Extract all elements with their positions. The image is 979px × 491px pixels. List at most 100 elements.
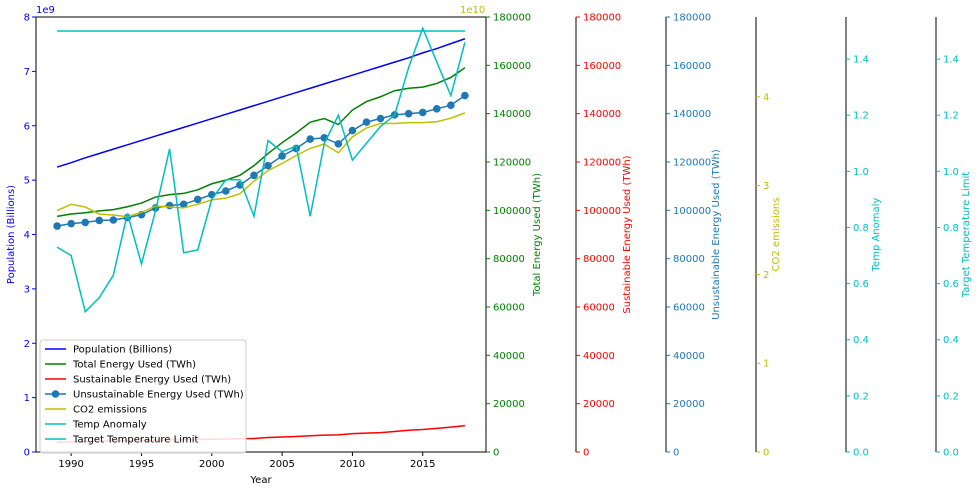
y-tick-label-co2: 2 bbox=[763, 270, 769, 281]
legend-box bbox=[39, 339, 247, 454]
y-tick-label-unsust: 100000 bbox=[673, 206, 711, 217]
y-tick-label-total: 40000 bbox=[493, 351, 525, 362]
x-axis-label: Year bbox=[249, 475, 272, 486]
data-point-unsust-1992 bbox=[95, 216, 104, 225]
legend-entry-limit: Target Temperature Limit bbox=[72, 435, 199, 446]
y-tick-label-limit: 1.0 bbox=[943, 167, 959, 178]
y-axis-label-limit: Target Temperature Limit bbox=[961, 172, 972, 299]
data-point-unsust-2012 bbox=[376, 114, 385, 123]
y-tick-label-temp: 1.4 bbox=[853, 55, 869, 66]
data-point-unsust-2010 bbox=[348, 126, 357, 135]
legend-entry-co2: CO2 emissions bbox=[73, 405, 147, 416]
legend-entry-pop: Population (Billions) bbox=[73, 345, 172, 356]
data-point-unsust-1999 bbox=[193, 195, 202, 204]
y-tick-label-limit: 0.6 bbox=[943, 279, 959, 290]
y-tick-label-total: 80000 bbox=[493, 254, 525, 265]
y-offset-text-pop: 1e9 bbox=[36, 5, 55, 16]
x-tick-label: 2000 bbox=[199, 459, 224, 470]
y-tick-label-unsust: 20000 bbox=[673, 399, 705, 410]
y-tick-label-total: 180000 bbox=[493, 13, 531, 24]
series-line-pop bbox=[56, 38, 466, 168]
y-axis-label-pop: Population (Billions) bbox=[6, 185, 17, 284]
series-line-temp bbox=[56, 26, 466, 314]
x-tick-label: 2005 bbox=[269, 459, 294, 470]
data-point-unsust-2005 bbox=[278, 152, 286, 160]
y-tick-label-limit: 0.8 bbox=[943, 223, 959, 234]
y-tick-label-temp: 0.2 bbox=[853, 391, 869, 402]
y-tick-label-unsust: 40000 bbox=[673, 351, 705, 362]
y-offset-text-co2: 1e10 bbox=[460, 5, 485, 16]
x-tick-label: 2010 bbox=[340, 459, 365, 470]
y-axis-label-sust: Sustainable Energy Used (TWh) bbox=[622, 155, 633, 313]
y-tick-label-limit: 0.4 bbox=[943, 335, 959, 346]
x-tick-label: 2015 bbox=[410, 459, 435, 470]
y-tick-label-temp: 0.8 bbox=[853, 223, 869, 234]
x-tick-label: 1995 bbox=[129, 459, 154, 470]
y-tick-label-limit: 0.0 bbox=[943, 448, 959, 459]
legend: Population (Billions) Total Energy Used (… bbox=[39, 339, 247, 454]
y-tick-label-limit: 0.2 bbox=[943, 391, 959, 402]
y-tick-label-sust: 20000 bbox=[583, 399, 615, 410]
legend-entry-total: Total Energy Used (TWh) bbox=[72, 360, 196, 371]
y-tick-label-pop: 3 bbox=[24, 284, 30, 295]
y-tick-label-sust: 180000 bbox=[583, 13, 621, 24]
data-point-unsust-1993 bbox=[109, 216, 118, 224]
y-tick-label-pop: 8 bbox=[24, 13, 30, 24]
y-tick-label-pop: 5 bbox=[24, 176, 30, 187]
y-tick-label-pop: 4 bbox=[24, 230, 30, 241]
axes: 1990 1995 2000 2005 2010 2015 Year 0 1 2 3 4 5 6 7 8 Pop… bbox=[6, 5, 972, 486]
y-tick-label-temp: 1.0 bbox=[853, 167, 869, 178]
data-point-unsust-2003 bbox=[250, 171, 258, 180]
y-tick-label-unsust: 140000 bbox=[673, 109, 711, 120]
x-tick-label: 1990 bbox=[58, 459, 83, 470]
y-tick-label-total: 120000 bbox=[493, 158, 531, 169]
y-tick-label-total: 100000 bbox=[493, 206, 531, 217]
legend-entry-temp: Temp Anomaly bbox=[72, 420, 147, 431]
data-point-unsust-2007 bbox=[306, 135, 315, 143]
y-tick-label-pop: 7 bbox=[24, 67, 30, 78]
y-tick-label-sust: 120000 bbox=[583, 158, 621, 169]
y-tick-label-sust: 0 bbox=[583, 448, 589, 459]
y-tick-label-total: 0 bbox=[493, 448, 499, 459]
y-tick-label-sust: 80000 bbox=[583, 254, 615, 265]
y-tick-label-co2: 4 bbox=[763, 92, 769, 103]
data-point-unsust-1990 bbox=[67, 219, 75, 228]
data-point-unsust-2009 bbox=[334, 140, 343, 148]
y-tick-label-unsust: 160000 bbox=[673, 61, 711, 72]
data-point-unsust-2004 bbox=[264, 161, 272, 170]
data-point-unsust-2016 bbox=[432, 105, 441, 113]
y-tick-label-sust: 140000 bbox=[583, 109, 621, 120]
data-point-unsust-2017 bbox=[447, 101, 455, 110]
data-point-unsust-1989 bbox=[53, 222, 61, 230]
y-tick-label-sust: 40000 bbox=[583, 351, 615, 362]
y-tick-label-sust: 160000 bbox=[583, 61, 621, 72]
series-line-total bbox=[56, 67, 466, 218]
y-axis-label-unsust: Unsustainable Energy Used (TWh) bbox=[711, 149, 722, 320]
y-axis-label-total: Total Energy Used (TWh) bbox=[532, 173, 543, 297]
data-point-unsust-1997 bbox=[165, 201, 174, 210]
y-tick-label-sust: 60000 bbox=[583, 303, 615, 314]
y-tick-label-total: 140000 bbox=[493, 109, 531, 120]
data-point-unsust-2018 bbox=[461, 91, 469, 100]
y-tick-label-temp: 0.0 bbox=[853, 448, 869, 459]
y-tick-label-unsust: 80000 bbox=[673, 254, 705, 265]
y-tick-label-unsust: 60000 bbox=[673, 303, 705, 314]
y-tick-label-sust: 100000 bbox=[583, 206, 621, 217]
legend-entry-sust: Sustainable Energy Used (TWh) bbox=[73, 375, 231, 386]
y-tick-label-pop: 2 bbox=[24, 339, 30, 350]
y-tick-label-unsust: 120000 bbox=[673, 158, 711, 169]
y-tick-label-co2: 0 bbox=[763, 448, 769, 459]
y-axis-label-temp: Temp Anomaly bbox=[871, 198, 882, 273]
data-point-unsust-2011 bbox=[362, 118, 371, 126]
legend-entry-unsust: Unsustainable Energy Used (TWh) bbox=[73, 390, 244, 401]
data-point-unsust-2015 bbox=[418, 108, 427, 117]
y-tick-label-temp: 0.6 bbox=[853, 279, 869, 290]
y-tick-label-temp: 0.4 bbox=[853, 335, 869, 346]
y-tick-label-co2: 1 bbox=[763, 359, 769, 370]
data-point-unsust-1991 bbox=[81, 218, 90, 227]
y-tick-label-temp: 1.2 bbox=[853, 111, 869, 122]
legend-marker-unsust bbox=[51, 390, 60, 398]
y-tick-label-total: 20000 bbox=[493, 399, 525, 410]
y-tick-label-pop: 6 bbox=[24, 121, 30, 132]
